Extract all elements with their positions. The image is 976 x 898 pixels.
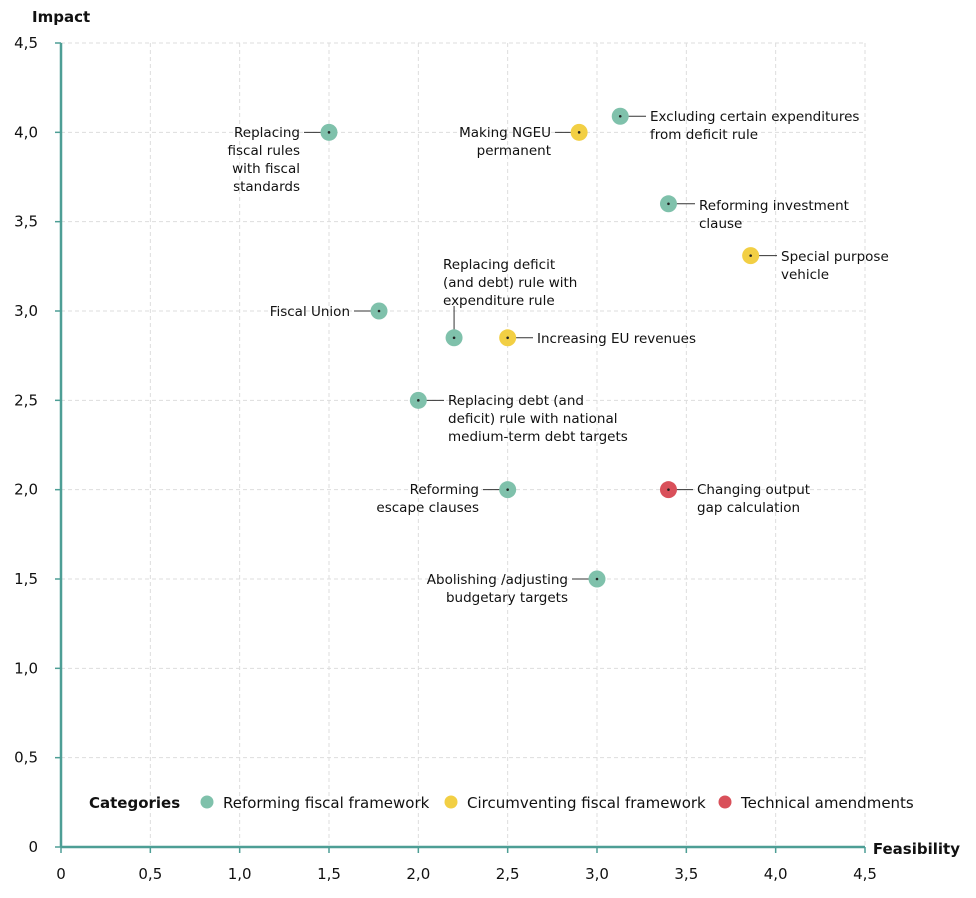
point-label-line: Changing output [697, 482, 810, 498]
point-label: Excluding certain expenditures from defic… [650, 109, 859, 143]
point-label: Replacing fiscal rules with fiscal standard… [228, 125, 300, 195]
point-label-line: Reforming [410, 482, 479, 498]
y-tick-label: 3,5 [14, 213, 38, 231]
y-tick-label: 0 [28, 838, 38, 856]
x-tick-label: 3,0 [585, 865, 609, 883]
grid [61, 42, 866, 847]
legend-item-label: Technical amendments [740, 794, 914, 812]
data-point-center [595, 577, 599, 581]
y-tick-labels: 0 0,5 1,0 1,5 2,0 2,5 3,0 3,5 4,0 4,5 [14, 34, 38, 856]
x-tick-label: 1,0 [228, 865, 252, 883]
point-label-line: expenditure rule [443, 293, 555, 309]
data-point-center [417, 399, 420, 402]
x-tick-label: 2,0 [406, 865, 430, 883]
x-tick-label: 2,5 [496, 865, 520, 883]
point-label-line: budgetary targets [446, 590, 568, 606]
data-point-center [667, 488, 670, 491]
point-label-line: Reforming investment [699, 198, 849, 214]
data-point-center [749, 254, 752, 257]
point-label-line: Making NGEU [459, 125, 551, 141]
data-points [320, 107, 760, 588]
point-label: Abolishing /adjusting budgetary targets [427, 572, 568, 606]
x-tick-label: 1,5 [317, 865, 341, 883]
y-tick-label: 2,5 [14, 391, 38, 409]
point-label-line: gap calculation [697, 500, 800, 516]
point-label: Making NGEU permanent [459, 125, 551, 159]
y-tick-label: 3,0 [14, 302, 38, 320]
legend-title: Categories [89, 794, 180, 812]
point-label: Special purpose vehicle [781, 249, 889, 283]
data-point-center [452, 336, 456, 340]
y-tick-label: 0,5 [14, 749, 38, 767]
data-point-center [506, 488, 509, 491]
point-label: Replacing debt (and deficit) rule with na… [448, 393, 628, 445]
point-labels: Replacing fiscal rules with fiscal standard… [228, 109, 889, 606]
point-label-line: clause [699, 216, 742, 232]
point-label: Fiscal Union [270, 304, 350, 320]
legend-swatch [200, 795, 214, 809]
point-label-line: deficit) rule with national [448, 411, 618, 427]
data-point-center [577, 131, 581, 134]
x-tick-label: 4,5 [853, 865, 877, 883]
point-label-line: Abolishing /adjusting [427, 572, 568, 588]
point-label: Changing output gap calculation [697, 482, 810, 516]
legend-swatch [718, 795, 732, 809]
point-label-line: fiscal rules [228, 143, 300, 159]
data-point-center [327, 131, 331, 134]
axes: Impact Feasibility [32, 8, 960, 858]
point-label-line: Special purpose [781, 249, 889, 265]
point-label-line: Increasing EU revenues [537, 331, 696, 347]
point-label-line: Replacing [234, 125, 300, 141]
x-tick-label: 0 [56, 865, 66, 883]
x-tick-label: 0,5 [138, 865, 162, 883]
data-point-center [377, 309, 381, 313]
point-label-line: Replacing debt (and [448, 393, 584, 409]
y-axis-title: Impact [32, 8, 90, 26]
data-point-center [667, 202, 670, 206]
y-tick-label: 4,0 [14, 123, 38, 141]
point-label: Reforming investment clause [699, 198, 849, 232]
point-label-line: (and debt) rule with [443, 275, 577, 291]
point-label: Reforming escape clauses [376, 482, 479, 516]
point-label: Increasing EU revenues [537, 331, 696, 347]
legend-swatch [444, 795, 458, 809]
point-label-line: Excluding certain expenditures [650, 109, 859, 125]
point-label-line: standards [233, 179, 300, 195]
point-label-line: Replacing deficit [443, 257, 555, 273]
point-label-line: medium-term debt targets [448, 429, 628, 445]
x-tick-label: 3,5 [674, 865, 698, 883]
x-tick-labels: 0 0,5 1,0 1,5 2,0 2,5 3,0 3,5 4,0 4,5 [56, 865, 877, 883]
point-label-line: permanent [477, 143, 551, 159]
y-tick-label: 4,5 [14, 34, 38, 52]
point-label-line: vehicle [781, 267, 829, 283]
x-axis-title: Feasibility [873, 840, 960, 858]
point-label-line: escape clauses [376, 500, 479, 516]
point-label: Replacing deficit (and debt) rule with exp… [443, 257, 577, 309]
legend: Categories Reforming fiscal framework Cir… [89, 794, 914, 812]
y-tick-label: 2,0 [14, 481, 38, 499]
y-tick-label: 1,0 [14, 659, 38, 677]
data-point-center [618, 114, 622, 118]
point-label-line: from deficit rule [650, 127, 758, 143]
point-label-line: Fiscal Union [270, 304, 350, 320]
point-label-line: with fiscal [232, 161, 300, 177]
y-tick-label: 1,5 [14, 570, 38, 588]
x-tick-label: 4,0 [764, 865, 788, 883]
data-point-center [506, 336, 509, 340]
legend-item-label: Circumventing fiscal framework [467, 794, 706, 812]
legend-item-label: Reforming fiscal framework [223, 794, 430, 812]
